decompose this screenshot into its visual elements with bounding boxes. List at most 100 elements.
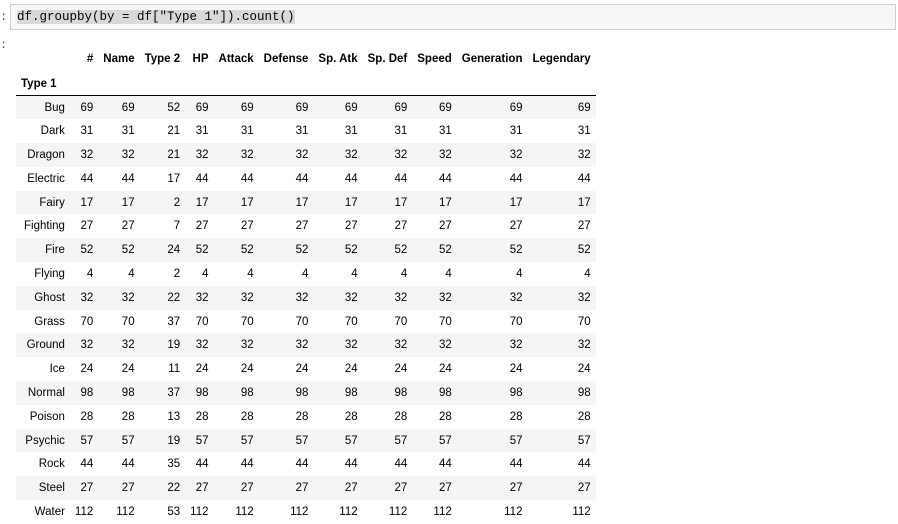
table-row: Flying 4 4 2 4 4 4 4 4 4 4 4 [16,262,596,286]
index-row-blank [412,72,457,96]
table-row: Dark 31 31 21 31 31 31 31 31 31 31 31 [16,119,596,143]
table-cell: 4 [86,267,94,280]
table-cell: 17 [577,196,591,209]
table-cell: 27 [195,482,209,495]
table-cell: 57 [295,434,309,447]
table-row: Ghost 32 32 22 32 32 32 32 32 32 32 32 [16,285,596,310]
table-cell: 24 [195,363,209,376]
table-cell: 57 [394,434,408,447]
row-label: Dragon [27,148,65,161]
table-cell: 52 [195,244,209,257]
row-label: Ice [49,363,65,376]
table-cell: 69 [438,101,452,114]
table-cell: 24 [80,363,94,376]
table-cell: 17 [344,196,358,209]
table-cell: 28 [438,410,452,423]
table-cell: 52 [394,244,408,257]
table-cell: 98 [295,386,309,399]
table-cell: 70 [121,315,135,328]
table-cell: 32 [394,291,408,304]
table-row: Steel 27 27 22 27 27 27 27 27 27 27 27 [16,476,596,501]
table-cell: 32 [577,291,591,304]
table-cell: 32 [80,148,94,161]
column-header: Attack [218,53,254,65]
table-cell: 98 [240,386,254,399]
table-cell: 32 [121,339,135,352]
table-cell: 13 [167,410,181,423]
table-cell: 44 [438,172,452,185]
row-label: Steel [38,482,65,495]
table-cell: 98 [509,386,523,399]
table-cell: 31 [121,125,135,138]
table-cell: 19 [167,339,181,352]
table-cell: 44 [121,172,135,185]
table-cell: 32 [240,148,254,161]
column-header: Defense [263,53,309,65]
input-prompt: : [0,10,8,24]
table-cell: 17 [195,196,209,209]
table-cell: 28 [509,410,523,423]
table-cell: 17 [438,196,452,209]
table-cell: 11 [168,363,181,376]
table-cell: 21 [167,148,181,161]
table-row: Bug 69 69 52 69 69 69 69 69 69 69 69 [16,95,596,120]
table-cell: 32 [80,339,94,352]
row-label: Ground [26,339,65,352]
table-cell: 21 [167,125,181,138]
table-cell: 69 [295,101,309,114]
table-cell: 69 [344,101,358,114]
table-cell: 24 [394,363,408,376]
table-row: Rock 44 44 35 44 44 44 44 44 44 44 44 [16,452,596,476]
table-row: Psychic 57 57 19 57 57 57 57 57 57 57 57 [16,428,596,453]
table-cell: 44 [509,172,523,185]
row-label: Electric [27,172,65,185]
table-cell: 17 [167,172,181,185]
table-cell: 19 [167,434,181,447]
row-label: Psychic [25,434,65,447]
code-line[interactable]: df.groupby(by = df["Type 1"]).count() [17,10,295,24]
table-cell: 52 [577,244,591,257]
table-cell: 53 [167,505,181,518]
column-header: Sp. Atk [318,53,358,65]
table-cell: 52 [295,244,309,257]
code-input-cell[interactable]: : df.groupby(by = df["Type 1"]).count() [0,4,898,32]
column-header: Legendary [532,53,591,65]
index-name-row: Type 1 [16,72,596,96]
table-cell: 44 [394,172,408,185]
table-cell: 37 [167,315,181,328]
table-cell: 57 [121,434,135,447]
column-header: HP [192,53,209,65]
table-cell: 44 [295,458,309,471]
table-cell: 32 [344,291,358,304]
table-cell: 17 [240,196,254,209]
code-editor[interactable]: df.groupby(by = df["Type 1"]).count() [10,4,896,30]
table-cell: 27 [240,482,254,495]
table-cell: 70 [295,315,309,328]
table-cell: 4 [302,267,309,280]
table-cell: 32 [295,291,309,304]
table-cell: 112 [290,505,309,518]
table-cell: 27 [438,220,452,233]
table-cell: 27 [80,482,94,495]
table-cell: 57 [344,434,358,447]
table-cell: 69 [121,101,135,114]
index-row-blank [98,72,139,96]
table-cell: 52 [438,244,452,257]
table-cell: 112 [74,505,94,518]
table-cell: 112 [116,505,135,518]
table-cell: 24 [167,244,181,257]
table-cell: 32 [195,148,209,161]
table-cell: 44 [195,458,209,471]
table-cell: 4 [351,267,358,280]
table-cell: 24 [509,363,523,376]
index-row-blank [527,72,595,96]
table-cell: 2 [173,196,181,209]
table-cell: 24 [240,363,254,376]
table-cell: 24 [344,363,358,376]
table-cell: 69 [509,101,523,114]
index-row-blank [214,72,259,96]
table-cell: 57 [577,434,591,447]
table-cell: 27 [295,220,309,233]
table-cell: 112 [190,505,209,518]
table-cell: 70 [438,315,452,328]
